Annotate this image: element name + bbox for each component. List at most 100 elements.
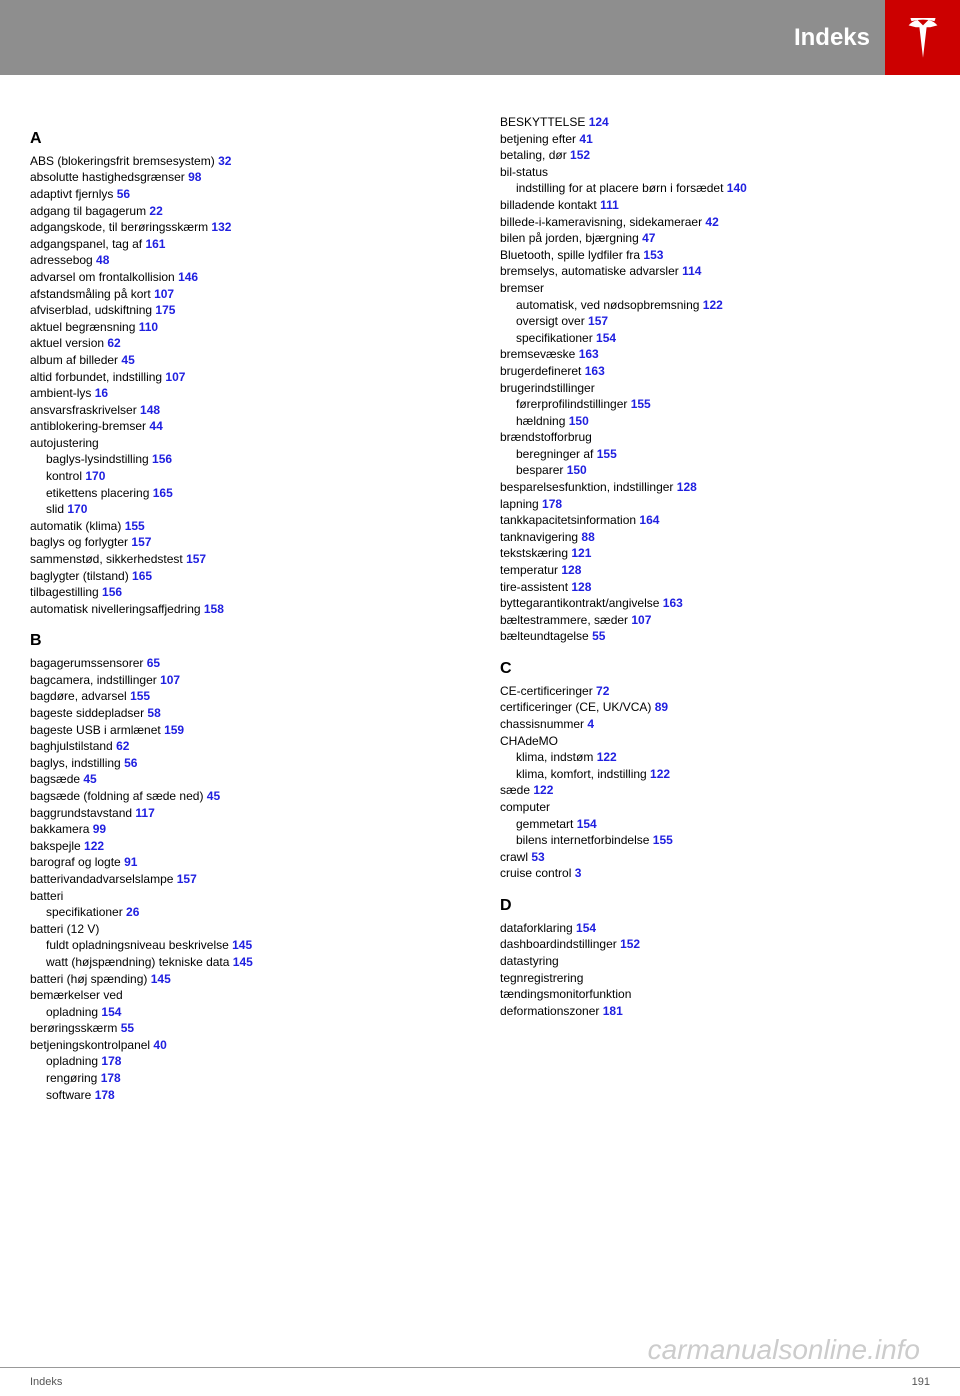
index-page-link[interactable]: 45 bbox=[207, 789, 220, 803]
index-page-link[interactable]: 128 bbox=[561, 563, 581, 577]
index-page-link[interactable]: 55 bbox=[592, 629, 605, 643]
index-page-link[interactable]: 128 bbox=[677, 480, 697, 494]
index-page-link[interactable]: 22 bbox=[149, 204, 162, 218]
index-page-link[interactable]: 40 bbox=[153, 1038, 166, 1052]
index-page-link[interactable]: 170 bbox=[85, 469, 105, 483]
index-page-link[interactable]: 132 bbox=[211, 220, 231, 234]
index-page-link[interactable]: 122 bbox=[703, 298, 723, 312]
index-page-link[interactable]: 150 bbox=[567, 463, 587, 477]
index-page-link[interactable]: 146 bbox=[178, 270, 198, 284]
index-page-link[interactable]: 152 bbox=[570, 148, 590, 162]
index-page-link[interactable]: 91 bbox=[124, 855, 137, 869]
index-page-link[interactable]: 178 bbox=[542, 497, 562, 511]
index-page-link[interactable]: 163 bbox=[585, 364, 605, 378]
index-page-link[interactable]: 155 bbox=[653, 833, 673, 847]
index-page-link[interactable]: 56 bbox=[117, 187, 130, 201]
index-page-link[interactable]: 163 bbox=[579, 347, 599, 361]
index-page-link[interactable]: 165 bbox=[132, 569, 152, 583]
index-page-link[interactable]: 148 bbox=[140, 403, 160, 417]
index-page-link[interactable]: 145 bbox=[232, 938, 252, 952]
index-page-link[interactable]: 107 bbox=[154, 287, 174, 301]
index-page-link[interactable]: 175 bbox=[155, 303, 175, 317]
index-page-link[interactable]: 114 bbox=[682, 264, 701, 278]
index-page-link[interactable]: 152 bbox=[620, 937, 640, 951]
index-page-link[interactable]: 4 bbox=[587, 717, 594, 731]
index-page-link[interactable]: 107 bbox=[165, 370, 185, 384]
index-page-link[interactable]: 107 bbox=[160, 673, 180, 687]
index-page-link[interactable]: 122 bbox=[597, 750, 617, 764]
index-page-link[interactable]: 45 bbox=[83, 772, 96, 786]
index-page-link[interactable]: 72 bbox=[596, 684, 609, 698]
index-page-link[interactable]: 158 bbox=[204, 602, 224, 616]
index-page-link[interactable]: 164 bbox=[639, 513, 659, 527]
index-page-link[interactable]: 16 bbox=[95, 386, 108, 400]
index-page-link[interactable]: 154 bbox=[596, 331, 616, 345]
index-page-link[interactable]: 44 bbox=[149, 419, 162, 433]
index-page-link[interactable]: 157 bbox=[588, 314, 608, 328]
index-page-link[interactable]: 156 bbox=[102, 585, 122, 599]
index-page-link[interactable]: 99 bbox=[93, 822, 106, 836]
index-page-link[interactable]: 154 bbox=[576, 921, 596, 935]
index-page-link[interactable]: 26 bbox=[126, 905, 139, 919]
index-page-link[interactable]: 165 bbox=[153, 486, 173, 500]
index-page-link[interactable]: 155 bbox=[631, 397, 651, 411]
index-entry-text: bakspejle bbox=[30, 839, 84, 853]
index-page-link[interactable]: 159 bbox=[164, 723, 184, 737]
index-page-link[interactable]: 181 bbox=[603, 1004, 623, 1018]
index-page-link[interactable]: 128 bbox=[571, 580, 591, 594]
index-page-link[interactable]: 58 bbox=[147, 706, 160, 720]
index-entry: cruise control 3 bbox=[500, 866, 930, 882]
index-page-link[interactable]: 42 bbox=[705, 215, 718, 229]
index-page-link[interactable]: 155 bbox=[597, 447, 617, 461]
index-page-link[interactable]: 65 bbox=[147, 656, 160, 670]
index-page-link[interactable]: 153 bbox=[643, 248, 663, 262]
index-page-link[interactable]: 140 bbox=[727, 181, 747, 195]
index-page-link[interactable]: 117 bbox=[135, 806, 154, 820]
index-page-link[interactable]: 122 bbox=[533, 783, 553, 797]
index-page-link[interactable]: 107 bbox=[631, 613, 651, 627]
index-page-link[interactable]: 124 bbox=[589, 115, 609, 129]
index-page-link[interactable]: 62 bbox=[116, 739, 129, 753]
index-page-link[interactable]: 62 bbox=[107, 336, 120, 350]
index-entry-text: tegnregistrering bbox=[500, 971, 583, 985]
index-page-link[interactable]: 122 bbox=[650, 767, 670, 781]
index-page-link[interactable]: 154 bbox=[101, 1005, 121, 1019]
index-entry: Bluetooth, spille lydfiler fra 153 bbox=[500, 248, 930, 264]
index-page-link[interactable]: 89 bbox=[655, 700, 668, 714]
index-page-link[interactable]: 178 bbox=[95, 1088, 115, 1102]
index-page-link[interactable]: 121 bbox=[571, 546, 591, 560]
index-page-link[interactable]: 98 bbox=[188, 170, 201, 184]
index-page-link[interactable]: 150 bbox=[569, 414, 589, 428]
index-page-link[interactable]: 155 bbox=[130, 689, 150, 703]
index-page-link[interactable]: 47 bbox=[642, 231, 655, 245]
index-page-link[interactable]: 45 bbox=[121, 353, 134, 367]
index-page-link[interactable]: 163 bbox=[663, 596, 683, 610]
index-page-link[interactable]: 178 bbox=[101, 1054, 121, 1068]
index-page-link[interactable]: 55 bbox=[121, 1021, 134, 1035]
index-page-link[interactable]: 41 bbox=[579, 132, 592, 146]
index-page-link[interactable]: 53 bbox=[531, 850, 544, 864]
index-page-link[interactable]: 157 bbox=[186, 552, 206, 566]
index-page-link[interactable]: 48 bbox=[96, 253, 109, 267]
index-page-link[interactable]: 111 bbox=[600, 198, 619, 212]
index-page-link[interactable]: 156 bbox=[152, 452, 172, 466]
index-entry-text: bremsevæske bbox=[500, 347, 579, 361]
index-page-link[interactable]: 122 bbox=[84, 839, 104, 853]
index-entry-text: batterivandadvarselslampe bbox=[30, 872, 177, 886]
index-page-link[interactable]: 32 bbox=[218, 154, 231, 168]
index-page-link[interactable]: 145 bbox=[233, 955, 253, 969]
index-page-link[interactable]: 56 bbox=[124, 756, 137, 770]
index-page-link[interactable]: 110 bbox=[139, 320, 158, 334]
index-page-link[interactable]: 161 bbox=[145, 237, 165, 251]
index-page-link[interactable]: 3 bbox=[575, 866, 582, 880]
index-page-link[interactable]: 88 bbox=[581, 530, 594, 544]
index-page-link[interactable]: 145 bbox=[151, 972, 171, 986]
index-page-link[interactable]: 154 bbox=[577, 817, 597, 831]
index-page-link[interactable]: 170 bbox=[67, 502, 87, 516]
index-entry-text: bageste siddepladser bbox=[30, 706, 147, 720]
index-entry-text: indstilling for at placere børn i forsæd… bbox=[516, 181, 727, 195]
index-page-link[interactable]: 157 bbox=[177, 872, 197, 886]
index-page-link[interactable]: 155 bbox=[125, 519, 145, 533]
index-page-link[interactable]: 157 bbox=[131, 535, 151, 549]
index-page-link[interactable]: 178 bbox=[101, 1071, 121, 1085]
